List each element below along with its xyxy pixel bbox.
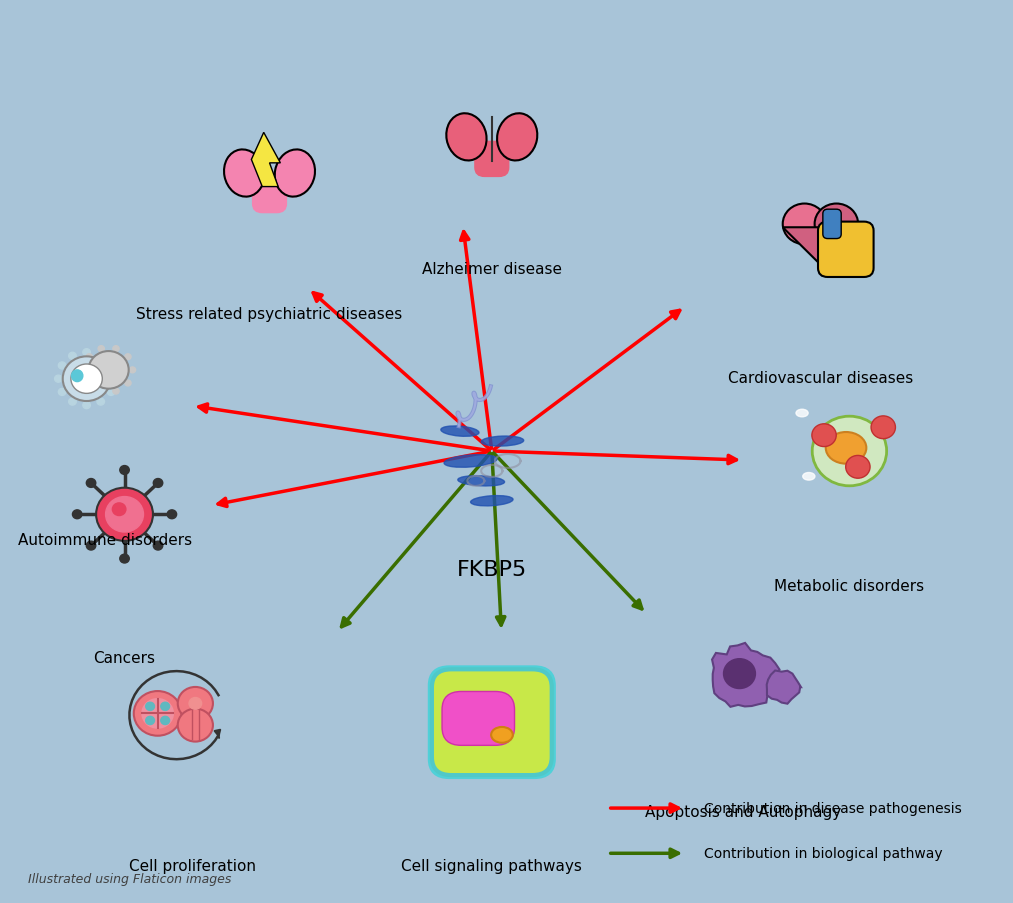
Text: Cancers: Cancers: [93, 650, 156, 666]
Ellipse shape: [441, 426, 479, 437]
Ellipse shape: [83, 402, 90, 409]
Ellipse shape: [802, 473, 814, 480]
Circle shape: [177, 687, 213, 720]
Circle shape: [161, 703, 169, 711]
Circle shape: [120, 554, 130, 563]
Circle shape: [96, 489, 153, 541]
Text: Cardiovascular diseases: Cardiovascular diseases: [727, 370, 913, 386]
Text: Metabolic disorders: Metabolic disorders: [774, 578, 925, 593]
Ellipse shape: [130, 368, 136, 374]
Circle shape: [142, 699, 173, 728]
Ellipse shape: [69, 398, 76, 405]
FancyBboxPatch shape: [475, 143, 509, 177]
Polygon shape: [767, 671, 801, 704]
Ellipse shape: [447, 114, 486, 162]
Ellipse shape: [112, 347, 120, 352]
Ellipse shape: [107, 362, 114, 369]
Circle shape: [811, 424, 836, 447]
Text: Alzheimer disease: Alzheimer disease: [421, 262, 562, 277]
FancyBboxPatch shape: [819, 222, 873, 277]
Ellipse shape: [86, 354, 92, 360]
Ellipse shape: [97, 398, 104, 405]
Circle shape: [783, 204, 827, 245]
Ellipse shape: [826, 433, 866, 464]
Circle shape: [812, 416, 886, 486]
Ellipse shape: [59, 389, 66, 396]
Circle shape: [86, 542, 96, 551]
Circle shape: [71, 365, 102, 394]
Text: Cell proliferation: Cell proliferation: [129, 858, 255, 873]
Circle shape: [134, 692, 181, 736]
Text: Stress related psychiatric diseases: Stress related psychiatric diseases: [137, 307, 402, 322]
Circle shape: [167, 510, 176, 519]
Circle shape: [105, 497, 144, 533]
Circle shape: [161, 717, 169, 725]
Text: FKBP5: FKBP5: [457, 560, 527, 580]
Circle shape: [846, 456, 870, 479]
Ellipse shape: [83, 349, 90, 357]
Ellipse shape: [97, 353, 104, 360]
Circle shape: [177, 709, 213, 741]
Ellipse shape: [491, 727, 513, 743]
Ellipse shape: [444, 455, 497, 468]
Circle shape: [871, 416, 895, 439]
Ellipse shape: [98, 347, 104, 352]
Text: Contribution in biological pathway: Contribution in biological pathway: [704, 846, 943, 861]
Text: Contribution in disease pathogenesis: Contribution in disease pathogenesis: [704, 801, 962, 815]
Ellipse shape: [59, 362, 66, 369]
Circle shape: [814, 204, 858, 245]
Circle shape: [86, 479, 96, 488]
Polygon shape: [251, 133, 281, 187]
Circle shape: [73, 510, 82, 519]
Circle shape: [723, 659, 756, 689]
Circle shape: [146, 703, 155, 711]
FancyBboxPatch shape: [252, 178, 287, 213]
Ellipse shape: [112, 388, 120, 395]
Circle shape: [153, 479, 163, 488]
Ellipse shape: [69, 353, 76, 360]
FancyBboxPatch shape: [432, 669, 552, 775]
Circle shape: [112, 503, 126, 516]
Ellipse shape: [98, 388, 104, 395]
Circle shape: [88, 351, 129, 389]
Ellipse shape: [125, 354, 131, 360]
Ellipse shape: [107, 389, 114, 396]
Ellipse shape: [55, 376, 62, 383]
Text: Apoptosis and Autophagy: Apoptosis and Autophagy: [645, 804, 841, 819]
Circle shape: [189, 698, 202, 710]
Text: Autoimmune disorders: Autoimmune disorders: [18, 533, 192, 548]
Circle shape: [63, 357, 110, 402]
FancyBboxPatch shape: [442, 692, 515, 746]
Ellipse shape: [82, 368, 88, 374]
Ellipse shape: [497, 114, 537, 162]
Ellipse shape: [796, 410, 808, 417]
Polygon shape: [712, 643, 779, 707]
Ellipse shape: [458, 476, 504, 487]
FancyBboxPatch shape: [823, 210, 841, 239]
Circle shape: [153, 542, 163, 551]
Ellipse shape: [72, 370, 83, 382]
Text: Cell signaling pathways: Cell signaling pathways: [401, 858, 582, 873]
Ellipse shape: [125, 381, 131, 386]
Circle shape: [120, 466, 130, 475]
Ellipse shape: [275, 150, 315, 198]
Ellipse shape: [111, 376, 119, 383]
Polygon shape: [783, 228, 858, 265]
Ellipse shape: [481, 436, 524, 447]
Ellipse shape: [471, 496, 513, 507]
Circle shape: [146, 717, 155, 725]
Ellipse shape: [86, 381, 92, 386]
Ellipse shape: [224, 150, 264, 198]
Text: Illustrated using Flaticon images: Illustrated using Flaticon images: [28, 872, 231, 885]
